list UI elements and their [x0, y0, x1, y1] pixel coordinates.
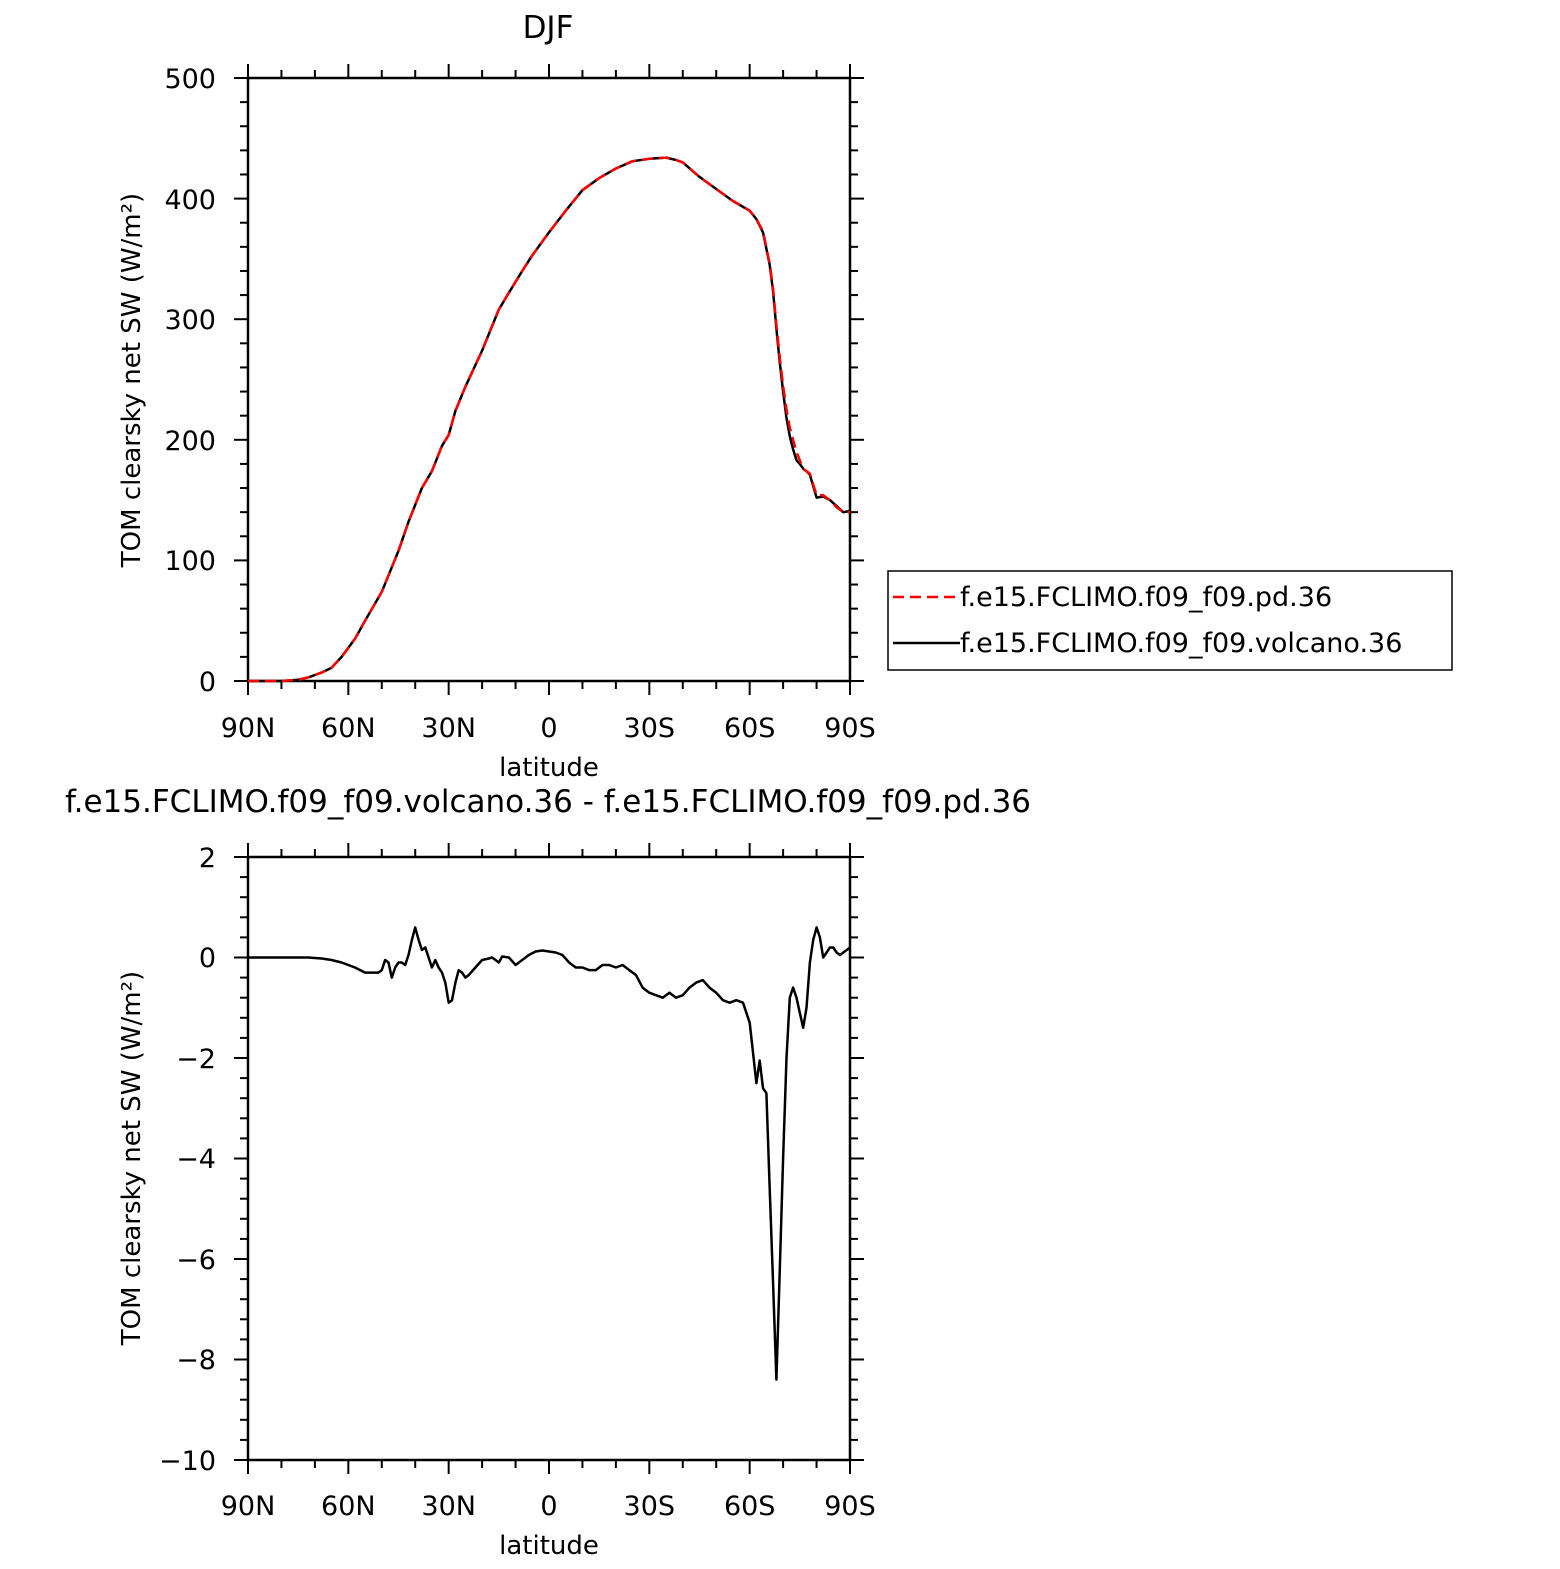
bottom-y-tick-label: −10 — [159, 1446, 216, 1477]
bottom-x-tick-label: 90N — [221, 1491, 276, 1522]
top-x-tick-label: 90N — [221, 713, 276, 744]
bottom-x-tick-label: 30S — [624, 1491, 676, 1522]
bottom-y-tick-label: −2 — [176, 1044, 216, 1075]
top-y-tick-label: 100 — [164, 546, 216, 577]
bottom-y-tick-label: −4 — [176, 1144, 216, 1175]
bottom-x-tick-label: 30N — [421, 1491, 476, 1522]
top-series-line-volcano — [248, 156, 851, 683]
top-x-tick-label: 30S — [624, 713, 676, 744]
top-series-lines — [248, 156, 851, 683]
top-x-tick-labels: 90N 60N 30N 0 30S 60S 90S — [221, 713, 876, 744]
top-y-tick-label: 200 — [164, 426, 216, 457]
bottom-x-tick-label: 90S — [824, 1491, 876, 1522]
top-x-tick-label: 60S — [724, 713, 776, 744]
top-legend: f.e15.FCLIMO.f09_f09.pd.36 f.e15.FCLIMO.… — [887, 570, 1453, 671]
bottom-x-tick-label: 60N — [321, 1491, 376, 1522]
top-chart-title: DJF — [523, 10, 574, 46]
bottom-y-ticks — [234, 856, 864, 1461]
bottom-y-tick-label: −6 — [176, 1245, 216, 1276]
bottom-series-lines — [248, 926, 851, 1381]
bottom-y-tick-label: 2 — [199, 843, 216, 874]
top-x-ticks — [247, 64, 851, 695]
top-x-tick-label: 90S — [824, 713, 876, 744]
top-x-axis-label: latitude — [499, 753, 599, 783]
top-y-tick-label: 400 — [164, 185, 216, 216]
top-y-tick-label: 500 — [164, 64, 216, 95]
bottom-x-ticks — [247, 843, 851, 1474]
top-y-ticks — [234, 77, 864, 682]
bottom-x-axis-label: latitude — [499, 1531, 599, 1561]
top-x-tick-label: 60N — [321, 713, 376, 744]
bottom-y-tick-labels: −10 −8 −6 −4 −2 0 2 — [159, 843, 216, 1477]
bottom-y-tick-label: 0 — [199, 943, 216, 974]
top-y-axis-label: TOM clearsky net SW (W/m²) — [117, 193, 147, 568]
bottom-x-tick-label: 60S — [724, 1491, 776, 1522]
top-x-tick-label: 30N — [421, 713, 476, 744]
legend-label-pd: f.e15.FCLIMO.f09_f09.pd.36 — [960, 582, 1332, 613]
legend-box — [887, 570, 1453, 671]
bottom-series-line-difference — [248, 926, 851, 1381]
bottom-x-tick-label: 0 — [540, 1491, 557, 1522]
bottom-plot-frame — [246, 855, 852, 1462]
bottom-panel: f.e15.FCLIMO.f09_f09.volcano.36 - f.e15.… — [65, 784, 1031, 1561]
top-y-tick-label: 300 — [164, 305, 216, 336]
legend-label-volcano: f.e15.FCLIMO.f09_f09.volcano.36 — [960, 628, 1402, 659]
top-y-tick-labels: 0 100 200 300 400 500 — [164, 64, 216, 698]
bottom-y-tick-label: −8 — [176, 1345, 216, 1376]
top-plot-frame — [246, 76, 852, 683]
bottom-chart-title: f.e15.FCLIMO.f09_f09.volcano.36 - f.e15.… — [65, 784, 1031, 820]
bottom-x-tick-labels: 90N 60N 30N 0 30S 60S 90S — [221, 1491, 876, 1522]
bottom-y-axis-label: TOM clearsky net SW (W/m²) — [117, 971, 147, 1346]
top-series-line-pd — [248, 156, 850, 683]
top-x-tick-label: 0 — [540, 713, 557, 744]
top-y-tick-label: 0 — [199, 667, 216, 698]
top-panel: DJF 90N 60N 30N 0 30S 60S 90S 0 100 200 … — [117, 10, 1453, 783]
